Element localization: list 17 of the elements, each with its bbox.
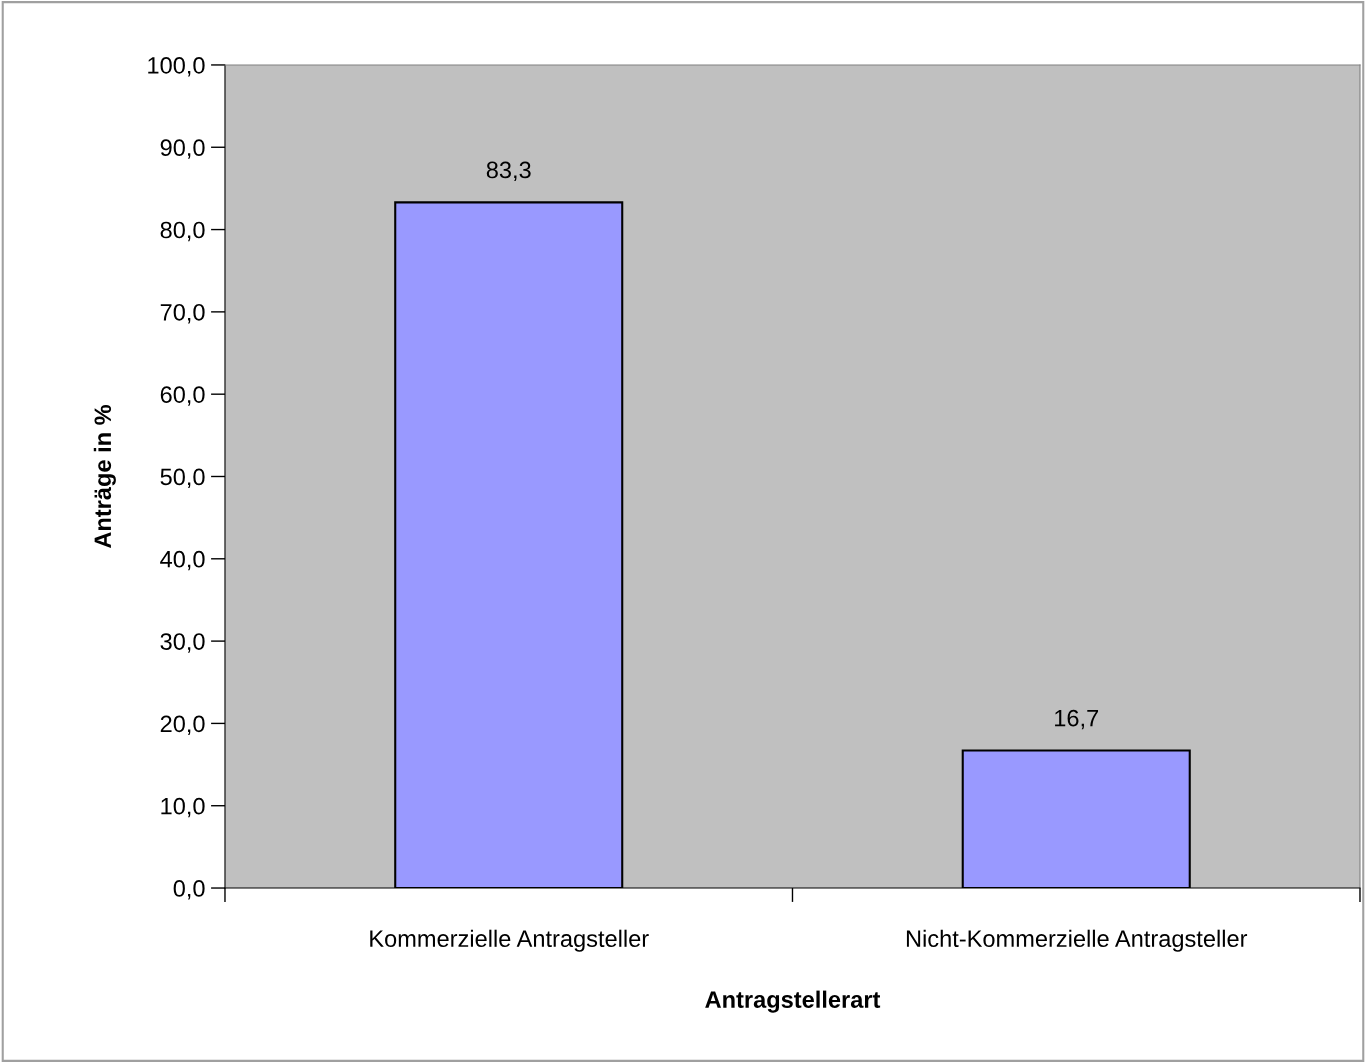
x-tick-label: Kommerzielle Antragsteller xyxy=(370,929,649,952)
y-tick-label: 50,0 xyxy=(160,468,205,489)
y-tick-label: 100,0 xyxy=(148,57,205,77)
y-tick-label: 60,0 xyxy=(160,386,205,406)
y-tick-label: 80,0 xyxy=(160,221,205,242)
y-tick-label: 70,0 xyxy=(160,303,205,324)
y-tick-label: 90,0 xyxy=(160,139,205,159)
x-axis-title: Antragstellerart xyxy=(705,990,881,1013)
y-tick-label: 0,0 xyxy=(173,880,205,900)
data-label: 16,7 xyxy=(1055,709,1099,730)
y-tick-label: 30,0 xyxy=(160,633,205,653)
y-tick-label: 40,0 xyxy=(160,550,205,571)
x-tick-label: Nicht-Kommerzielle Antragsteller xyxy=(906,929,1248,952)
y-tick-label: 20,0 xyxy=(160,715,205,735)
y-axis-title: Anträge in % xyxy=(93,404,116,549)
y-tick-label: 10,0 xyxy=(161,797,205,818)
data-label: 83,3 xyxy=(486,161,531,182)
